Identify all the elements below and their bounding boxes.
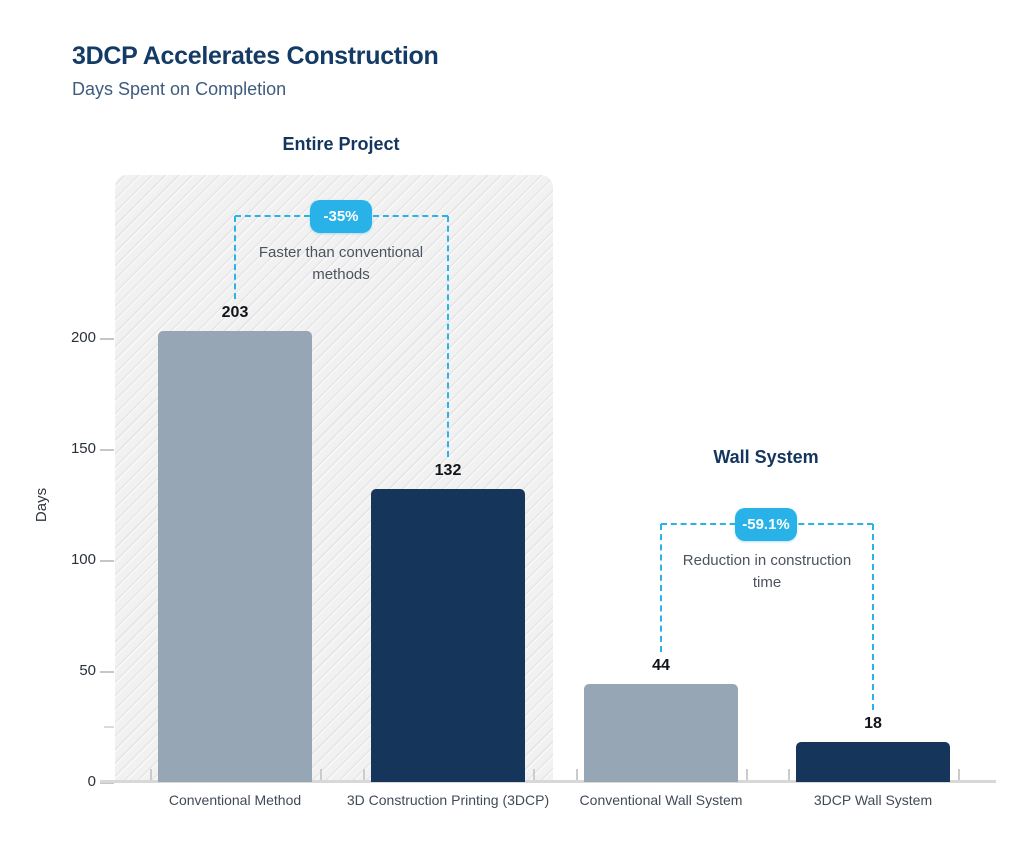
- x-tick-mark: [363, 769, 365, 781]
- bar-value-label: 203: [221, 304, 249, 321]
- y-tick-mark: [100, 671, 114, 673]
- y-tick-mark: [100, 560, 114, 562]
- y-tick-label: 50: [79, 662, 96, 679]
- y-axis-title: Days: [33, 487, 50, 523]
- bracket-annotation: Faster than conventional methods: [258, 244, 424, 283]
- x-category-label: 3DCP Wall System: [813, 792, 933, 808]
- percent-badge: -59.1%: [735, 508, 797, 541]
- x-axis-line: [100, 780, 996, 783]
- bracket-annotation: Reduction in construction time: [682, 552, 852, 591]
- y-tick-label: 100: [70, 551, 96, 568]
- percent-badge: -35%: [310, 200, 372, 233]
- x-tick-mark: [958, 769, 960, 781]
- y-tick-minor-mark: [104, 726, 114, 728]
- y-tick-mark: [100, 782, 114, 784]
- bracket-line-right: [447, 216, 449, 457]
- bar-value-label: 18: [864, 715, 882, 732]
- x-tick-mark: [746, 769, 748, 781]
- y-tick-mark: [100, 449, 114, 451]
- y-tick-label: 150: [70, 440, 96, 457]
- bar-3dcp-wall-system: [796, 742, 950, 782]
- group-title-wall-system: Wall System: [713, 447, 819, 467]
- x-tick-mark: [320, 769, 322, 781]
- bar-value-label: 132: [434, 462, 462, 479]
- bar-conventional-method: [158, 331, 312, 782]
- y-tick-label: 0: [87, 773, 96, 790]
- bracket-line-left: [660, 524, 662, 652]
- group-title-entire-project: Entire Project: [282, 134, 400, 154]
- y-tick-mark: [100, 338, 114, 340]
- bar-value-label: 44: [652, 657, 670, 674]
- x-category-label: Conventional Wall System: [579, 792, 743, 808]
- y-tick-label: 200: [70, 329, 96, 346]
- bracket-line-left: [234, 216, 236, 299]
- bracket-line-right: [872, 524, 874, 710]
- x-tick-mark: [788, 769, 790, 781]
- x-tick-mark: [533, 769, 535, 781]
- bar-conventional-wall-system: [584, 684, 738, 782]
- x-tick-mark: [576, 769, 578, 781]
- bar-3d-construction-printing: [371, 489, 525, 782]
- x-category-label: 3D Construction Printing (3DCP): [346, 792, 550, 808]
- x-tick-mark: [150, 769, 152, 781]
- page-subtitle: Days Spent on Completion: [72, 79, 287, 99]
- x-category-label: Conventional Method: [168, 792, 302, 808]
- page-title: 3DCP Accelerates Construction: [72, 42, 439, 70]
